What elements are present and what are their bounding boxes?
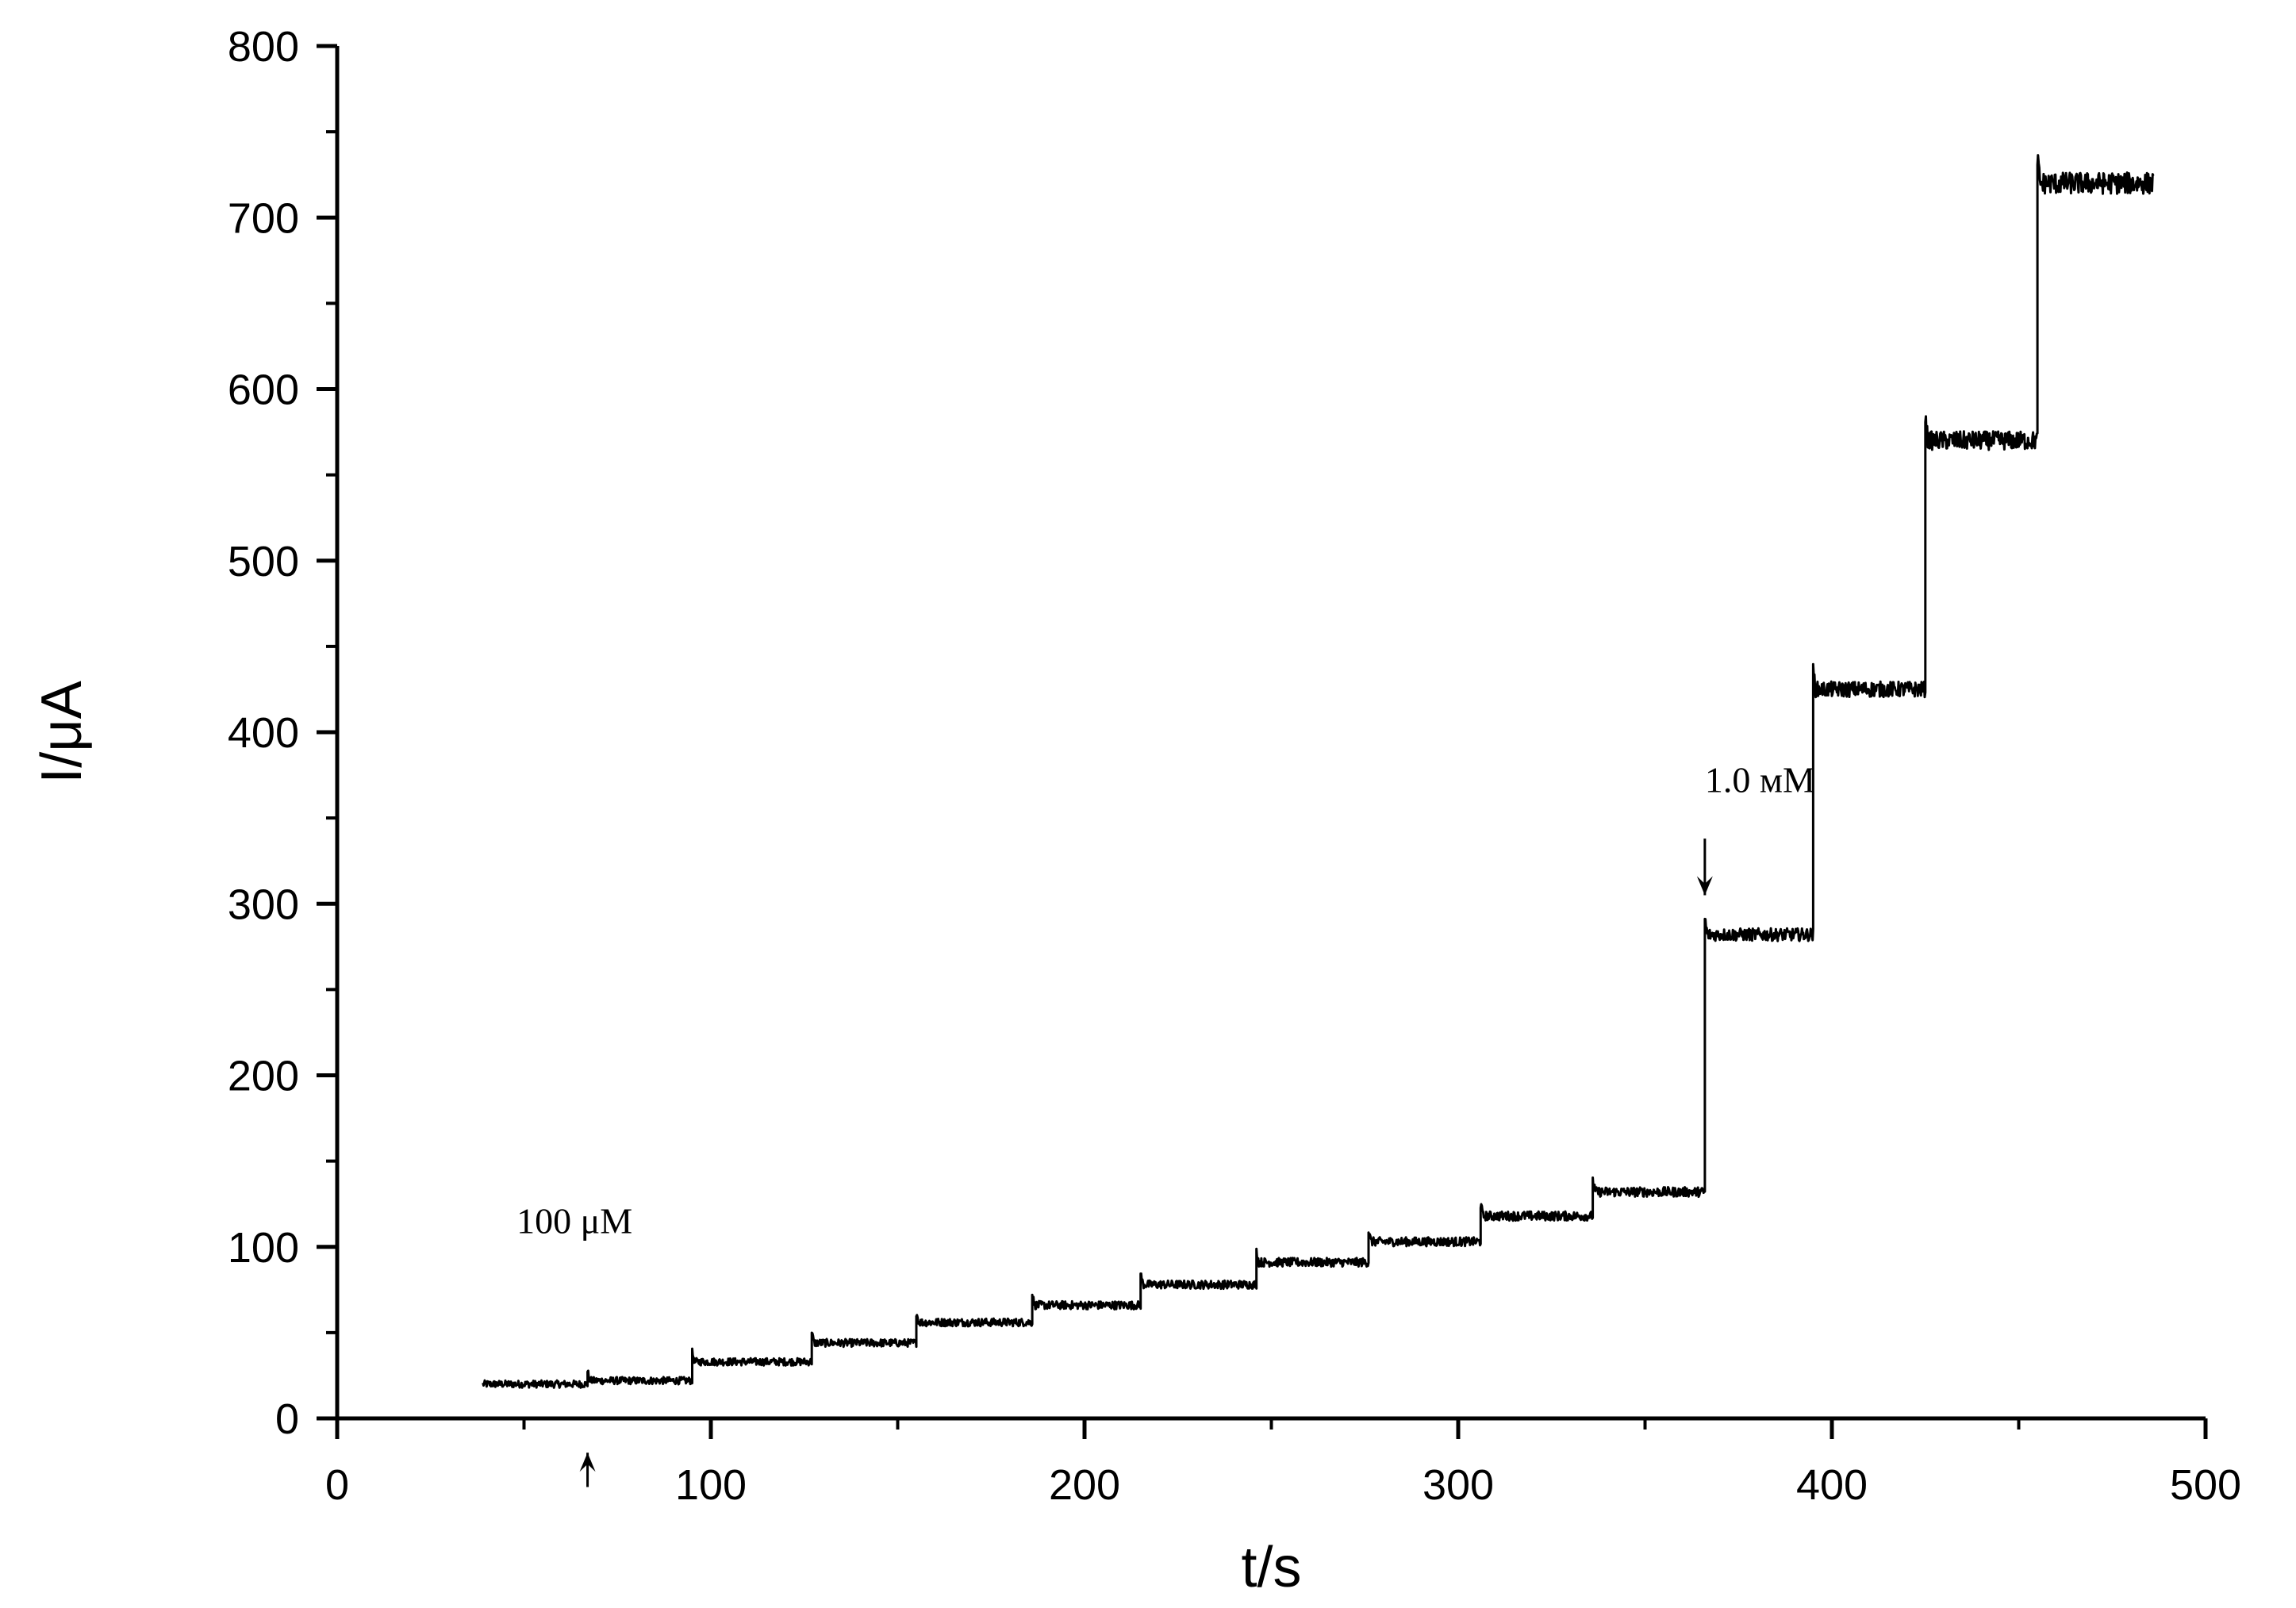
series (482, 154, 2155, 1389)
x-tick-label: 500 (2170, 1461, 2241, 1509)
y-tick-label: 800 (228, 23, 299, 71)
y-tick-label: 0 (275, 1395, 299, 1443)
x-tick-label: 300 (1423, 1461, 1494, 1509)
x-tick-label: 400 (1796, 1461, 1868, 1509)
y-axis-title: I/μA (30, 681, 94, 784)
y-tick-label: 700 (228, 194, 299, 242)
y-tick-label: 500 (228, 538, 299, 585)
x-tick-label: 0 (325, 1461, 349, 1509)
x-axis-title: t/s (1241, 1536, 1301, 1599)
y-tick-label: 400 (228, 709, 299, 757)
y-tick-label: 300 (228, 881, 299, 928)
x-tick-label: 100 (675, 1461, 747, 1509)
series-line (482, 154, 2155, 1389)
x-tick-label: 200 (1049, 1461, 1120, 1509)
tick-labels: 0 100 200 300 400 500 600 700 800 0 100 200 300 400 50… (228, 23, 2241, 1509)
y-tick-label: 200 (228, 1053, 299, 1100)
annotation-label: 1.0 мM (1705, 760, 1815, 800)
annotations: 100 μM 1.0 мM (516, 760, 1815, 1487)
arrow-head (1696, 876, 1713, 896)
ticks (317, 44, 2208, 1439)
arrow-head (579, 1453, 596, 1472)
y-tick-label: 600 (228, 367, 299, 414)
annotation-label: 100 μM (516, 1200, 632, 1241)
y-tick-label: 100 (228, 1224, 299, 1272)
